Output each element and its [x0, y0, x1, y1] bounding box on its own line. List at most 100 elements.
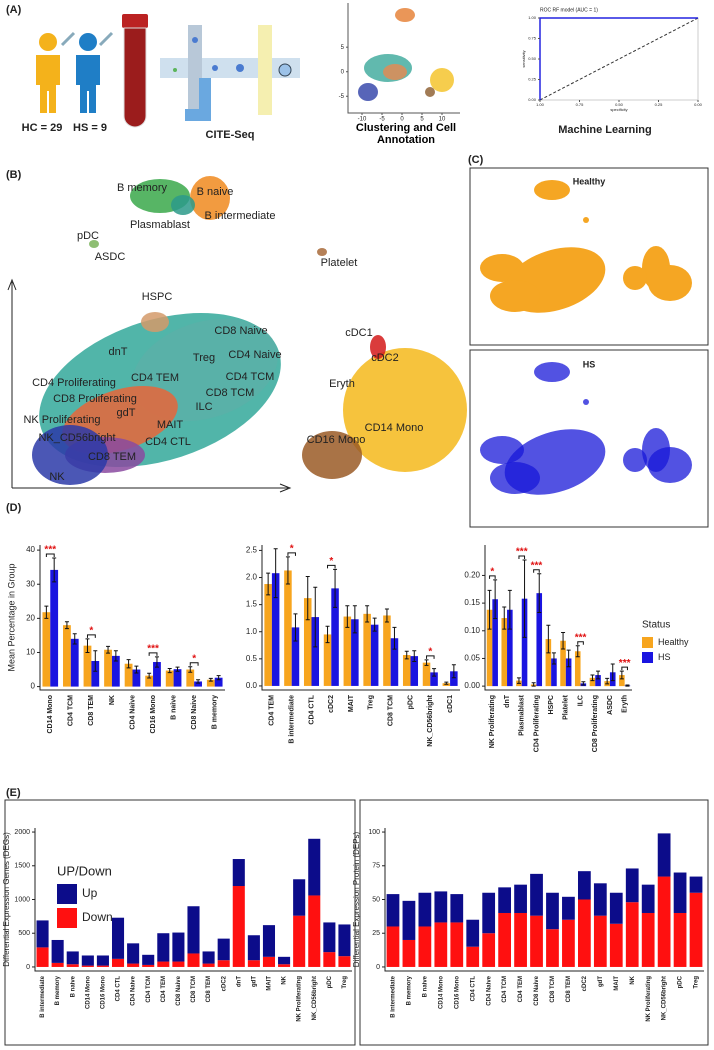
- x-tick-label: cDC2: [328, 695, 335, 713]
- bar: [50, 569, 59, 687]
- bar-segment: [323, 952, 336, 967]
- tube-cap: [122, 14, 148, 28]
- bar-segment: [338, 956, 351, 967]
- bar-segment: [434, 891, 448, 923]
- significance-label: ***: [619, 658, 631, 669]
- axis-line: [484, 545, 632, 691]
- bar: [486, 609, 493, 687]
- bar: [311, 617, 320, 686]
- bar-segment: [202, 951, 215, 964]
- umap-axis: [347, 3, 460, 114]
- bar: [589, 677, 596, 687]
- x-tick-label: B intermediate: [289, 695, 296, 744]
- error-bar: [196, 679, 201, 684]
- bar-segment: [657, 876, 671, 967]
- bar: [145, 675, 154, 687]
- error-bar: [590, 674, 595, 682]
- x-tick-label: Eryth: [621, 695, 628, 713]
- bar: [402, 655, 411, 686]
- error-bar: [305, 575, 310, 621]
- axis-line: [39, 545, 225, 691]
- bar: [206, 679, 215, 687]
- panel-label: (C): [468, 154, 484, 166]
- cluster-label: CD8 Proliferating: [53, 393, 137, 405]
- x-tick-label: 5: [420, 117, 424, 123]
- step-label: Machine Learning: [558, 124, 652, 136]
- bar: [507, 609, 513, 687]
- person-icon: [76, 55, 100, 113]
- bar-segment: [81, 965, 94, 967]
- x-tick-label: NK_CD56bright: [427, 694, 434, 746]
- bar-segment: [232, 859, 245, 887]
- y-axis-label: Mean Percentage in Group: [6, 563, 16, 671]
- bar-segment: [498, 912, 512, 967]
- x-tick-label: CD4 TCM: [68, 695, 75, 726]
- error-bar: [333, 568, 338, 608]
- x-tick-label: NK: [282, 975, 288, 984]
- bar-segment: [450, 894, 464, 923]
- y-tick-label: 0.0: [246, 681, 258, 690]
- syringe: [60, 31, 76, 47]
- x-tick-label: CD4 TEM: [161, 976, 167, 1002]
- bar-segment: [81, 955, 94, 966]
- bar: [422, 662, 431, 686]
- bar-segment: [562, 896, 575, 920]
- x-tick-label: dnT: [504, 694, 511, 708]
- bar: [194, 681, 202, 687]
- bar-segment: [402, 939, 416, 967]
- significance-bracket: [327, 564, 336, 569]
- significance-label: ***: [147, 644, 159, 655]
- bar-segment: [450, 922, 464, 967]
- syringe: [98, 31, 114, 47]
- bar: [91, 661, 100, 687]
- bar: [521, 598, 528, 687]
- bar: [323, 634, 332, 686]
- cluster-label: NK: [49, 471, 65, 483]
- x-tick-label: CD4 CTL: [308, 694, 315, 724]
- bar-segment: [51, 962, 64, 967]
- y-tick-label: 0: [31, 682, 36, 691]
- bar-segment: [232, 886, 245, 967]
- x-tick-label: CD4 TCM: [146, 976, 152, 1003]
- x-tick-label: CD4 Naive: [129, 695, 136, 730]
- y-tick-label: 1000: [14, 896, 30, 903]
- bar: [370, 624, 379, 686]
- bar-segment: [278, 956, 291, 965]
- error-bar: [216, 675, 221, 681]
- bar: [111, 655, 120, 687]
- error-bar: [134, 665, 139, 674]
- x-tick-label: CD8 Naive: [534, 975, 540, 1005]
- bar-segment: [127, 963, 140, 967]
- x-tick-label: 0.25: [655, 102, 664, 107]
- legend-title: UP/Down: [57, 863, 112, 878]
- cluster-label: NK_CD56bright: [38, 432, 115, 444]
- bar-segment: [434, 922, 448, 967]
- bar-segment: [562, 919, 575, 967]
- bar: [42, 612, 51, 687]
- error-bar: [93, 650, 98, 672]
- error-bar: [561, 631, 566, 650]
- x-tick-label: CD4 TEM: [269, 695, 276, 726]
- umap-frame: [469, 167, 709, 346]
- legend-swatch: [642, 652, 653, 663]
- bar-segment: [482, 892, 496, 934]
- bar: [574, 651, 581, 687]
- x-tick-label: gdT: [598, 976, 604, 987]
- bar-segment: [418, 892, 432, 927]
- x-tick-label: 1.00: [536, 102, 545, 107]
- significance-label: ***: [44, 545, 56, 556]
- error-bar: [106, 645, 111, 654]
- bar-segment: [657, 833, 671, 877]
- error-bar: [444, 681, 449, 685]
- bar-segment: [111, 958, 125, 967]
- x-tick-label: cDC2: [582, 975, 588, 991]
- bar-segment: [466, 919, 480, 947]
- error-bar: [516, 677, 521, 684]
- error-bar: [537, 573, 542, 614]
- cluster-label: ILC: [195, 401, 212, 413]
- error-bar: [546, 624, 551, 654]
- x-tick-label: dnT: [236, 976, 242, 987]
- x-tick-label: CD8 TCM: [191, 976, 197, 1003]
- roc-diagonal: [539, 17, 699, 101]
- x-tick-label: CD8 Naive: [191, 695, 198, 730]
